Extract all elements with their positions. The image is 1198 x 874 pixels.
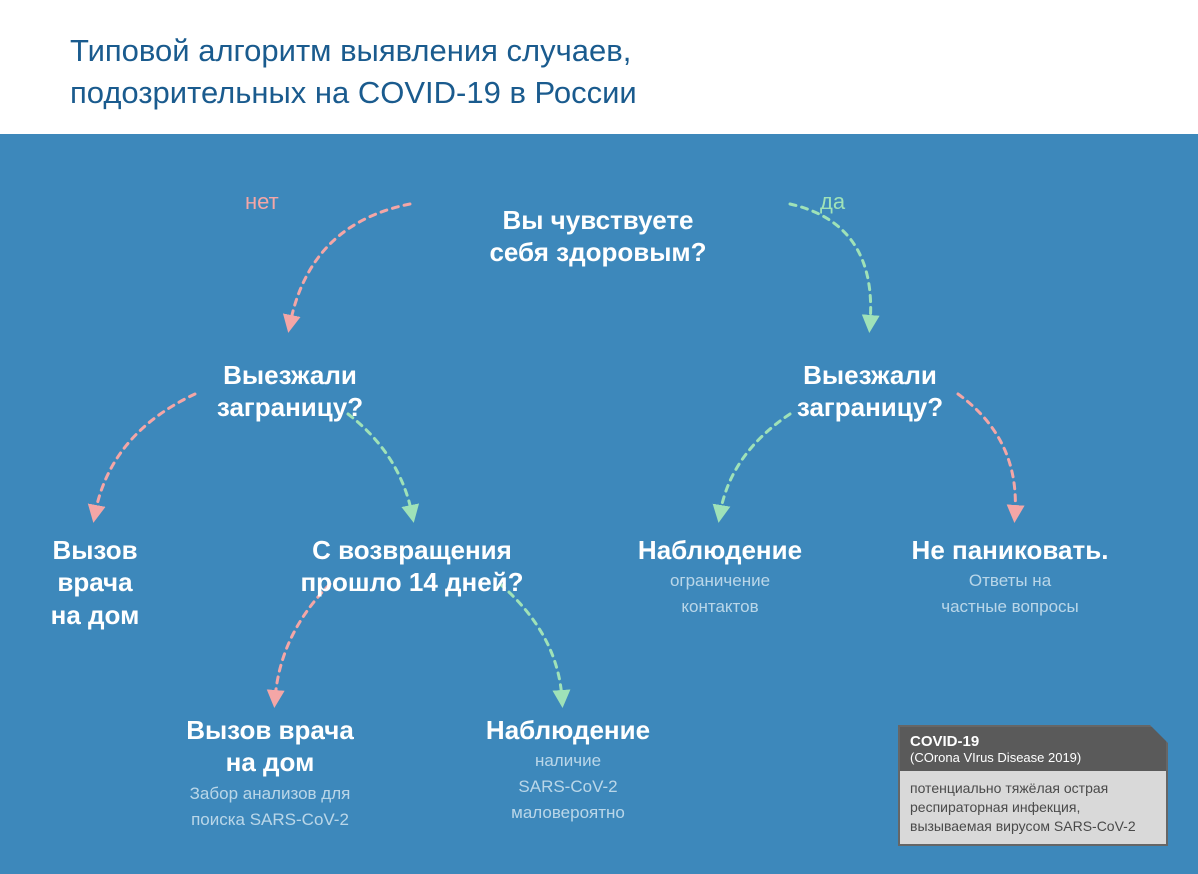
node-call-doctor-test: Вызов врача на дом Забор анализов для по…: [110, 714, 430, 831]
node-text: заграницу?: [140, 391, 440, 424]
edge-l2-to-b1: [275, 584, 330, 699]
node-text: Вызов врача: [110, 714, 430, 747]
node-observation: Наблюдение ограничение контактов: [600, 534, 840, 619]
node-text: врача: [5, 566, 185, 599]
edge-root-to-right: [790, 204, 871, 324]
branch-label-no: нет: [245, 189, 279, 215]
edge-rightq-to-r1: [720, 414, 790, 514]
node-subtext: частные вопросы: [880, 596, 1140, 618]
node-travelled-abroad-left: Выезжали заграницу?: [140, 359, 440, 424]
node-subtext: маловероятно: [428, 802, 708, 824]
edge-l2-to-b2: [500, 584, 562, 699]
node-text: на дом: [5, 599, 185, 632]
node-text: себя здоровым?: [408, 236, 788, 269]
edge-root-to-left: [290, 204, 410, 324]
title-line-2: подозрительных на COVID-19 в России: [70, 75, 637, 110]
node-no-panic: Не паниковать. Ответы на частные вопросы: [880, 534, 1140, 619]
node-text: Наблюдение: [600, 534, 840, 567]
node-text: Вызов: [5, 534, 185, 567]
node-subtext: контактов: [600, 596, 840, 618]
branch-label-yes: да: [820, 189, 845, 215]
node-subtext: поиска SARS-CoV-2: [110, 809, 430, 831]
infobox-subtitle: (COrona VIrus Disease 2019): [910, 750, 1156, 765]
node-observation-unlikely: Наблюдение наличие SARS-CoV-2 маловероят…: [428, 714, 708, 825]
info-box-header: COVID-19 (COrona VIrus Disease 2019): [900, 727, 1166, 771]
node-subtext: Забор анализов для: [110, 783, 430, 805]
flowchart-panel: нет да Вы чувствуете себя здоровым? Выез…: [0, 134, 1198, 874]
node-call-doctor: Вызов врача на дом: [5, 534, 185, 632]
node-14-days: С возвращения прошло 14 дней?: [252, 534, 572, 599]
node-text: заграницу?: [720, 391, 1020, 424]
node-text: Выезжали: [140, 359, 440, 392]
info-box: COVID-19 (COrona VIrus Disease 2019) пот…: [898, 725, 1168, 846]
folded-corner-icon: [1150, 725, 1168, 743]
node-travelled-abroad-right: Выезжали заграницу?: [720, 359, 1020, 424]
node-subtext: SARS-CoV-2: [428, 776, 708, 798]
node-subtext: ограничение: [600, 570, 840, 592]
edge-leftq-to-l2: [348, 414, 412, 514]
node-subtext: Ответы на: [880, 570, 1140, 592]
page-header: Типовой алгоритм выявления случаев, подо…: [0, 0, 1198, 134]
node-root-question: Вы чувствуете себя здоровым?: [408, 204, 788, 269]
node-subtext: наличие: [428, 750, 708, 772]
page-title: Типовой алгоритм выявления случаев, подо…: [70, 30, 1128, 114]
node-text: прошло 14 дней?: [252, 566, 572, 599]
title-line-1: Типовой алгоритм выявления случаев,: [70, 33, 631, 68]
node-text: Вы чувствуете: [408, 204, 788, 237]
info-box-body: потенциально тяжёлая острая респираторна…: [900, 771, 1166, 844]
node-text: Выезжали: [720, 359, 1020, 392]
node-text: на дом: [110, 746, 430, 779]
infobox-title: COVID-19: [910, 733, 1156, 750]
node-text: С возвращения: [252, 534, 572, 567]
node-text: Наблюдение: [428, 714, 708, 747]
node-text: Не паниковать.: [880, 534, 1140, 567]
